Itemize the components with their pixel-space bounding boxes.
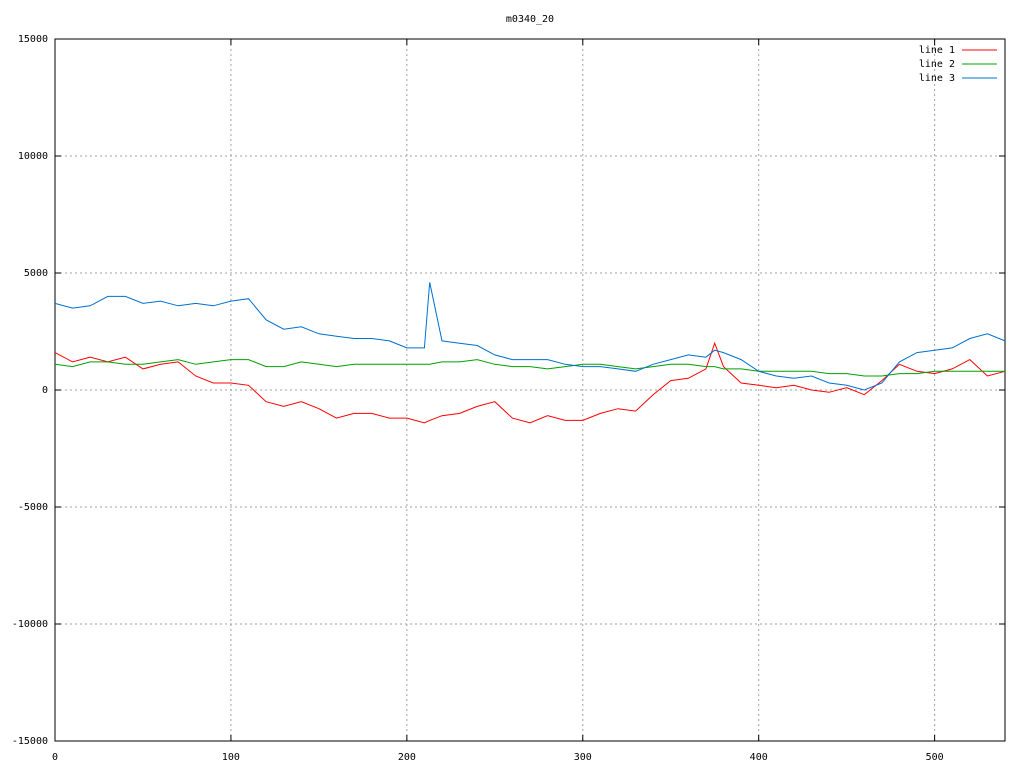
- y-tick-label: -10000: [12, 619, 48, 630]
- y-tick-label: -15000: [12, 736, 48, 747]
- y-tick-label: 10000: [18, 151, 48, 162]
- legend-label: line 2: [919, 59, 955, 70]
- x-tick-label: 0: [52, 752, 58, 763]
- series-line: [54, 282, 1006, 391]
- plot-border: [54, 38, 1006, 742]
- x-tick-label: 300: [574, 752, 592, 763]
- x-tick-label: 100: [222, 752, 240, 763]
- chart-title: m0340_20: [506, 14, 554, 25]
- y-tick-label: 5000: [24, 268, 48, 279]
- x-tick-label: 200: [398, 752, 416, 763]
- legend-label: line 3: [919, 73, 955, 84]
- series-line: [54, 359, 1005, 377]
- series-line: [54, 341, 1006, 424]
- y-tick-label: -5000: [18, 502, 48, 513]
- x-tick-label: 500: [926, 752, 944, 763]
- y-tick-label: 15000: [18, 34, 48, 45]
- y-tick-label: 0: [42, 385, 48, 396]
- legend-label: line 1: [919, 45, 955, 56]
- x-tick-label: 400: [750, 752, 768, 763]
